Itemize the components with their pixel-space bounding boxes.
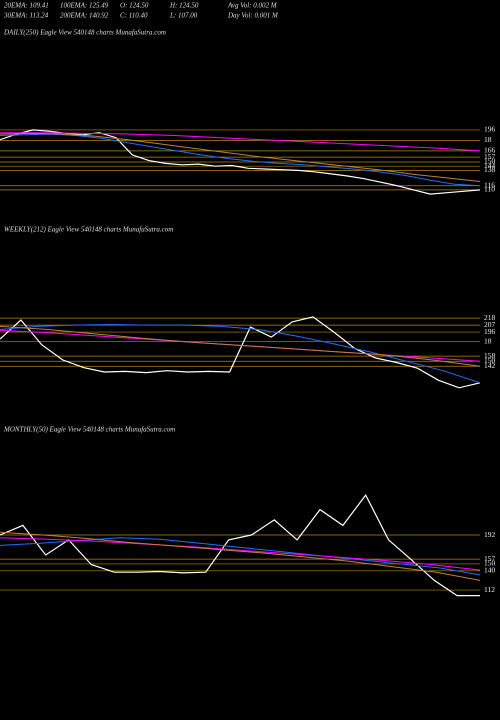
y-tick-label: 110 <box>484 185 495 194</box>
y-tick-label: 196 <box>484 327 496 336</box>
y-tick-label: 116 <box>484 180 495 189</box>
series-line <box>0 316 481 389</box>
series-line <box>0 323 481 384</box>
y-tick-label: 18 <box>484 135 492 144</box>
series-line <box>0 537 481 571</box>
y-tick-label: 158 <box>484 351 496 360</box>
y-tick-label: 192 <box>484 530 496 539</box>
header-item: 100EMA: 125.49 <box>60 2 109 10</box>
header-item: 20EMA: 109.41 <box>4 2 49 10</box>
y-tick-label: 144 <box>484 161 496 170</box>
series-line <box>0 129 481 195</box>
header-item: L: 107.00 <box>169 12 198 20</box>
y-tick-label: 112 <box>484 585 495 594</box>
panel-title: DAILY(250) Eagle View 540148 charts Muna… <box>3 29 166 37</box>
panel-title: WEEKLY(212) Eagle View 540148 charts Mun… <box>4 226 173 234</box>
y-tick-label: 157 <box>484 152 496 161</box>
series-line <box>0 132 481 182</box>
header-item: Day Vol: 0.001 M <box>227 12 279 20</box>
y-tick-label: 150 <box>484 157 496 166</box>
header-item: C: 110.40 <box>120 12 148 20</box>
y-tick-label: 140 <box>484 566 496 575</box>
y-tick-label: 150 <box>484 559 496 568</box>
panel-title: MONTHLY(50) Eagle View 540148 charts Mun… <box>3 426 175 434</box>
header-item: 30EMA: 113.24 <box>3 12 49 20</box>
series-line <box>0 325 481 367</box>
header-item: H: 124.50 <box>169 2 199 10</box>
y-tick-label: 196 <box>484 125 496 134</box>
series-line <box>0 493 480 597</box>
header-item: Avg Vol: 0.002 M <box>227 2 278 10</box>
y-tick-label: 18 <box>484 336 492 345</box>
y-tick-label: 157 <box>484 554 496 563</box>
y-tick-label: 166 <box>484 146 496 155</box>
series-line <box>0 132 481 152</box>
series-line <box>0 531 481 581</box>
y-tick-label: 207 <box>484 320 496 329</box>
y-tick-label: 218 <box>484 313 496 322</box>
y-tick-label: 142 <box>484 361 496 370</box>
y-tick-label: 150 <box>484 356 496 365</box>
series-line <box>0 133 481 187</box>
header-item: O: 124.50 <box>120 2 149 10</box>
header-item: 200EMA: 140.92 <box>60 12 109 20</box>
y-tick-label: 138 <box>484 165 496 174</box>
